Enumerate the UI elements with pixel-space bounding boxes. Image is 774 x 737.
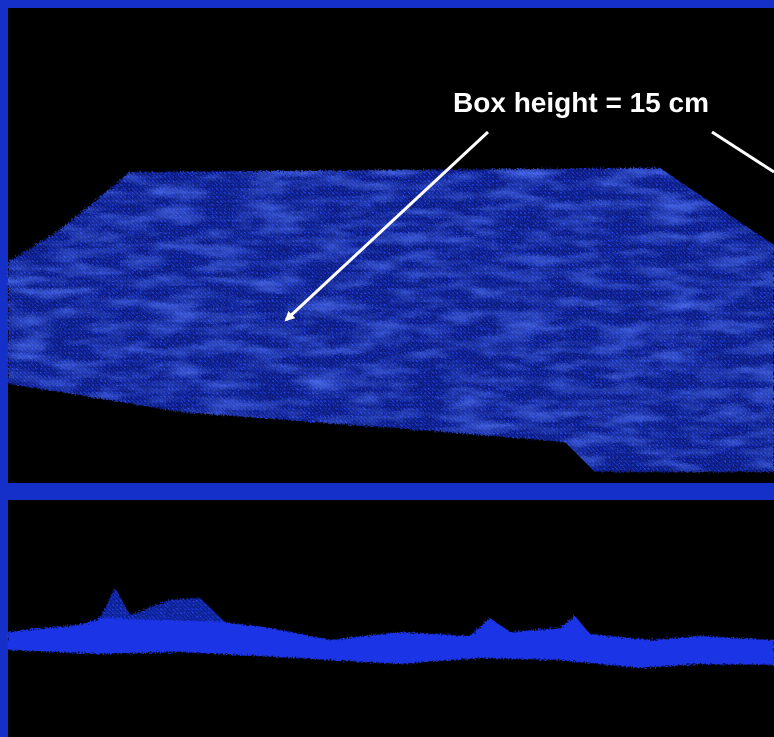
page: Box height = 15 cm (() => { const data =… bbox=[0, 0, 774, 737]
annotation-label: Box height = 15 cm bbox=[453, 87, 709, 118]
screenshot: Box height = 15 cm bbox=[0, 0, 774, 737]
